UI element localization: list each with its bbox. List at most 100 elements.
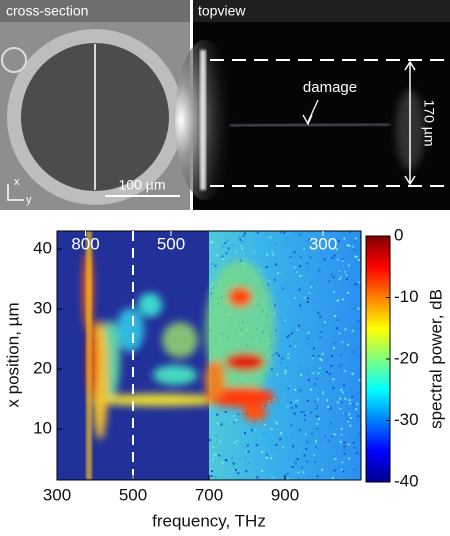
noise-pixel bbox=[240, 245, 242, 247]
noise-pixel bbox=[261, 470, 263, 472]
noise-pixel bbox=[317, 399, 319, 401]
noise-pixel bbox=[300, 411, 302, 413]
noise-pixel bbox=[237, 472, 239, 474]
noise-pixel bbox=[359, 343, 361, 345]
noise-pixel bbox=[344, 271, 346, 273]
noise-pixel bbox=[333, 276, 335, 278]
noise-pixel bbox=[241, 248, 243, 250]
colorbar-tick-label: -40 bbox=[394, 471, 419, 490]
noise-pixel bbox=[285, 243, 287, 245]
noise-pixel bbox=[307, 369, 309, 371]
noise-pixel bbox=[343, 453, 345, 455]
noise-pixel bbox=[326, 399, 328, 401]
noise-pixel bbox=[287, 353, 289, 355]
noise-pixel bbox=[331, 435, 333, 437]
noise-pixel bbox=[305, 448, 307, 450]
noise-pixel bbox=[245, 451, 247, 453]
noise-pixel bbox=[307, 297, 309, 299]
noise-pixel bbox=[219, 440, 221, 442]
noise-pixel bbox=[285, 370, 287, 372]
noise-pixel bbox=[271, 476, 273, 478]
noise-pixel bbox=[282, 446, 284, 448]
noise-pixel bbox=[337, 401, 339, 403]
noise-pixel bbox=[356, 341, 358, 343]
noise-pixel bbox=[295, 462, 297, 464]
noise-pixel bbox=[276, 373, 278, 375]
noise-pixel bbox=[357, 308, 359, 310]
noise-pixel bbox=[306, 441, 308, 443]
noise-pixel bbox=[340, 354, 342, 356]
noise-pixel bbox=[297, 472, 299, 474]
noise-pixel bbox=[318, 355, 320, 357]
noise-pixel bbox=[224, 242, 226, 244]
noise-pixel bbox=[218, 454, 220, 456]
noise-pixel bbox=[223, 246, 225, 248]
noise-pixel bbox=[272, 251, 274, 253]
noise-pixel bbox=[305, 267, 307, 269]
noise-pixel bbox=[334, 458, 336, 460]
noise-pixel bbox=[237, 440, 239, 442]
noise-pixel bbox=[275, 421, 277, 423]
noise-pixel bbox=[316, 302, 318, 304]
noise-pixel bbox=[284, 319, 286, 321]
colorbar-tick-label: -20 bbox=[394, 348, 419, 367]
noise-pixel bbox=[347, 421, 349, 423]
noise-pixel bbox=[303, 248, 305, 250]
noise-pixel bbox=[353, 405, 355, 407]
noise-pixel bbox=[343, 238, 345, 240]
noise-pixel bbox=[280, 231, 282, 233]
noise-pixel bbox=[222, 258, 224, 260]
top-tick-label: 300 bbox=[309, 234, 337, 253]
noise-pixel bbox=[305, 433, 307, 435]
noise-pixel bbox=[275, 263, 277, 265]
noise-pixel bbox=[341, 401, 343, 403]
noise-pixel bbox=[342, 391, 344, 393]
noise-pixel bbox=[256, 444, 258, 446]
noise-pixel bbox=[276, 448, 278, 450]
noise-pixel bbox=[254, 429, 256, 431]
noise-pixel bbox=[287, 473, 289, 475]
noise-pixel bbox=[353, 442, 355, 444]
noise-pixel bbox=[317, 405, 319, 407]
noise-pixel bbox=[292, 445, 294, 447]
noise-pixel bbox=[308, 292, 310, 294]
noise-pixel bbox=[269, 280, 271, 282]
noise-pixel bbox=[310, 389, 312, 391]
noise-pixel bbox=[282, 357, 284, 359]
noise-pixel bbox=[248, 462, 250, 464]
noise-pixel bbox=[340, 324, 342, 326]
noise-pixel bbox=[260, 269, 262, 271]
noise-pixel bbox=[245, 470, 247, 472]
noise-pixel bbox=[315, 440, 317, 442]
noise-pixel bbox=[347, 418, 349, 420]
noise-pixel bbox=[289, 345, 291, 347]
noise-pixel bbox=[316, 423, 318, 425]
noise-pixel bbox=[211, 470, 213, 472]
noise-pixel bbox=[312, 357, 314, 359]
noise-pixel bbox=[225, 411, 227, 413]
noise-pixel bbox=[264, 405, 266, 407]
noise-pixel bbox=[339, 333, 341, 335]
noise-pixel bbox=[339, 270, 341, 272]
noise-pixel bbox=[298, 325, 300, 327]
noise-pixel bbox=[343, 445, 345, 447]
noise-pixel bbox=[291, 262, 293, 264]
noise-pixel bbox=[358, 433, 360, 435]
noise-pixel bbox=[233, 463, 235, 465]
noise-pixel bbox=[268, 404, 270, 406]
noise-pixel bbox=[326, 321, 328, 323]
noise-pixel bbox=[341, 341, 343, 343]
noise-pixel bbox=[324, 258, 326, 260]
noise-pixel bbox=[311, 384, 313, 386]
noise-pixel bbox=[274, 304, 276, 306]
noise-pixel bbox=[270, 457, 272, 459]
noise-pixel bbox=[237, 413, 239, 415]
noise-pixel bbox=[353, 414, 355, 416]
noise-pixel bbox=[216, 422, 218, 424]
noise-pixel bbox=[215, 476, 217, 478]
noise-pixel bbox=[314, 461, 316, 463]
noise-pixel bbox=[352, 330, 354, 332]
noise-pixel bbox=[348, 458, 350, 460]
noise-pixel bbox=[311, 433, 313, 435]
noise-pixel bbox=[257, 232, 259, 234]
